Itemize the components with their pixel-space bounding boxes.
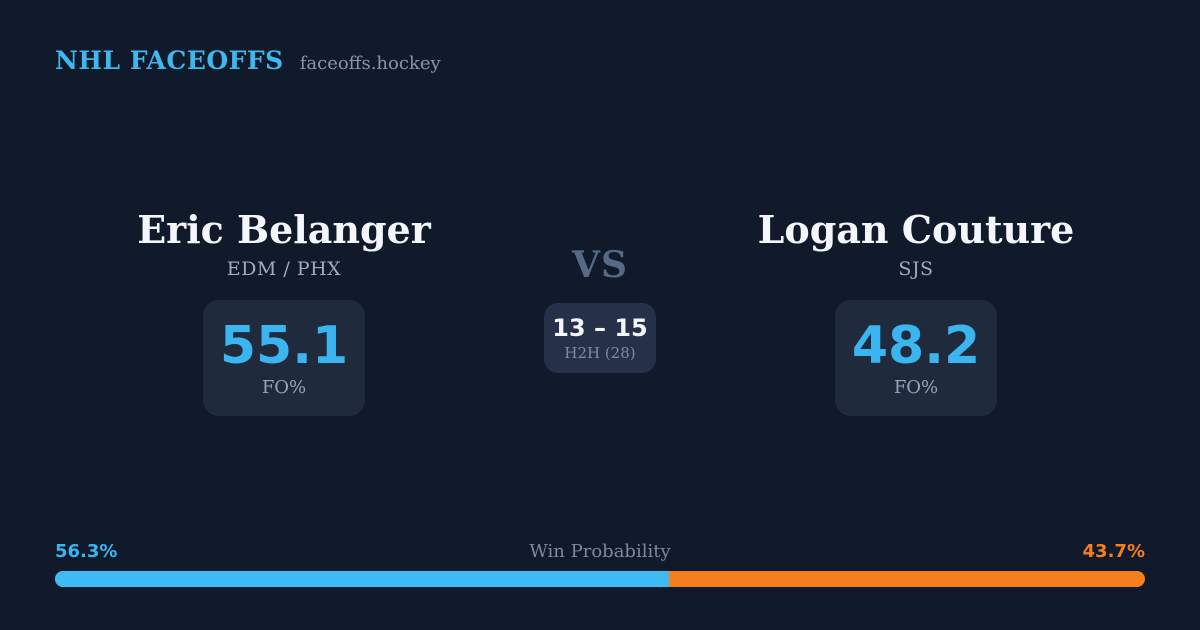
h2h-card: 13 – 15 H2H (28) (544, 303, 656, 373)
player-left-name: Eric Belanger (137, 207, 431, 252)
player-left-stat-value: 55.1 (219, 315, 349, 376)
brand-domain: faceoffs.hockey (299, 53, 441, 74)
player-right-stat-label: FO% (893, 376, 939, 398)
vs-label: VS (572, 244, 628, 286)
matchup-section: Eric Belanger EDM / PHX 55.1 FO% VS 13 –… (0, 208, 1200, 416)
matchup-center: VS 13 – 15 H2H (28) (544, 208, 656, 416)
win-probability-section: 56.3% Win Probability 43.7% (55, 541, 1145, 587)
win-probability-labels: 56.3% Win Probability 43.7% (55, 541, 1145, 562)
win-probability-bar (55, 571, 1145, 587)
player-right-teams: SJS (898, 258, 934, 280)
win-probability-title: Win Probability (529, 541, 671, 562)
player-right: Logan Couture SJS 48.2 FO% (632, 208, 1200, 416)
player-left-stat-label: FO% (261, 376, 307, 398)
header: NHL FACEOFFS faceoffs.hockey (55, 46, 441, 75)
win-probability-bar-fill (55, 571, 669, 587)
brand-title: NHL FACEOFFS (55, 46, 284, 75)
player-right-name: Logan Couture (757, 207, 1075, 252)
win-probability-left-pct: 56.3% (55, 541, 118, 562)
player-left: Eric Belanger EDM / PHX 55.1 FO% (0, 208, 568, 416)
h2h-score: 13 – 15 (552, 314, 648, 342)
h2h-label: H2H (28) (564, 344, 636, 362)
win-probability-right-pct: 43.7% (1082, 541, 1145, 562)
player-right-stat-card: 48.2 FO% (835, 300, 997, 416)
player-right-stat-value: 48.2 (851, 315, 981, 376)
player-left-stat-card: 55.1 FO% (203, 300, 365, 416)
player-left-teams: EDM / PHX (226, 258, 342, 280)
